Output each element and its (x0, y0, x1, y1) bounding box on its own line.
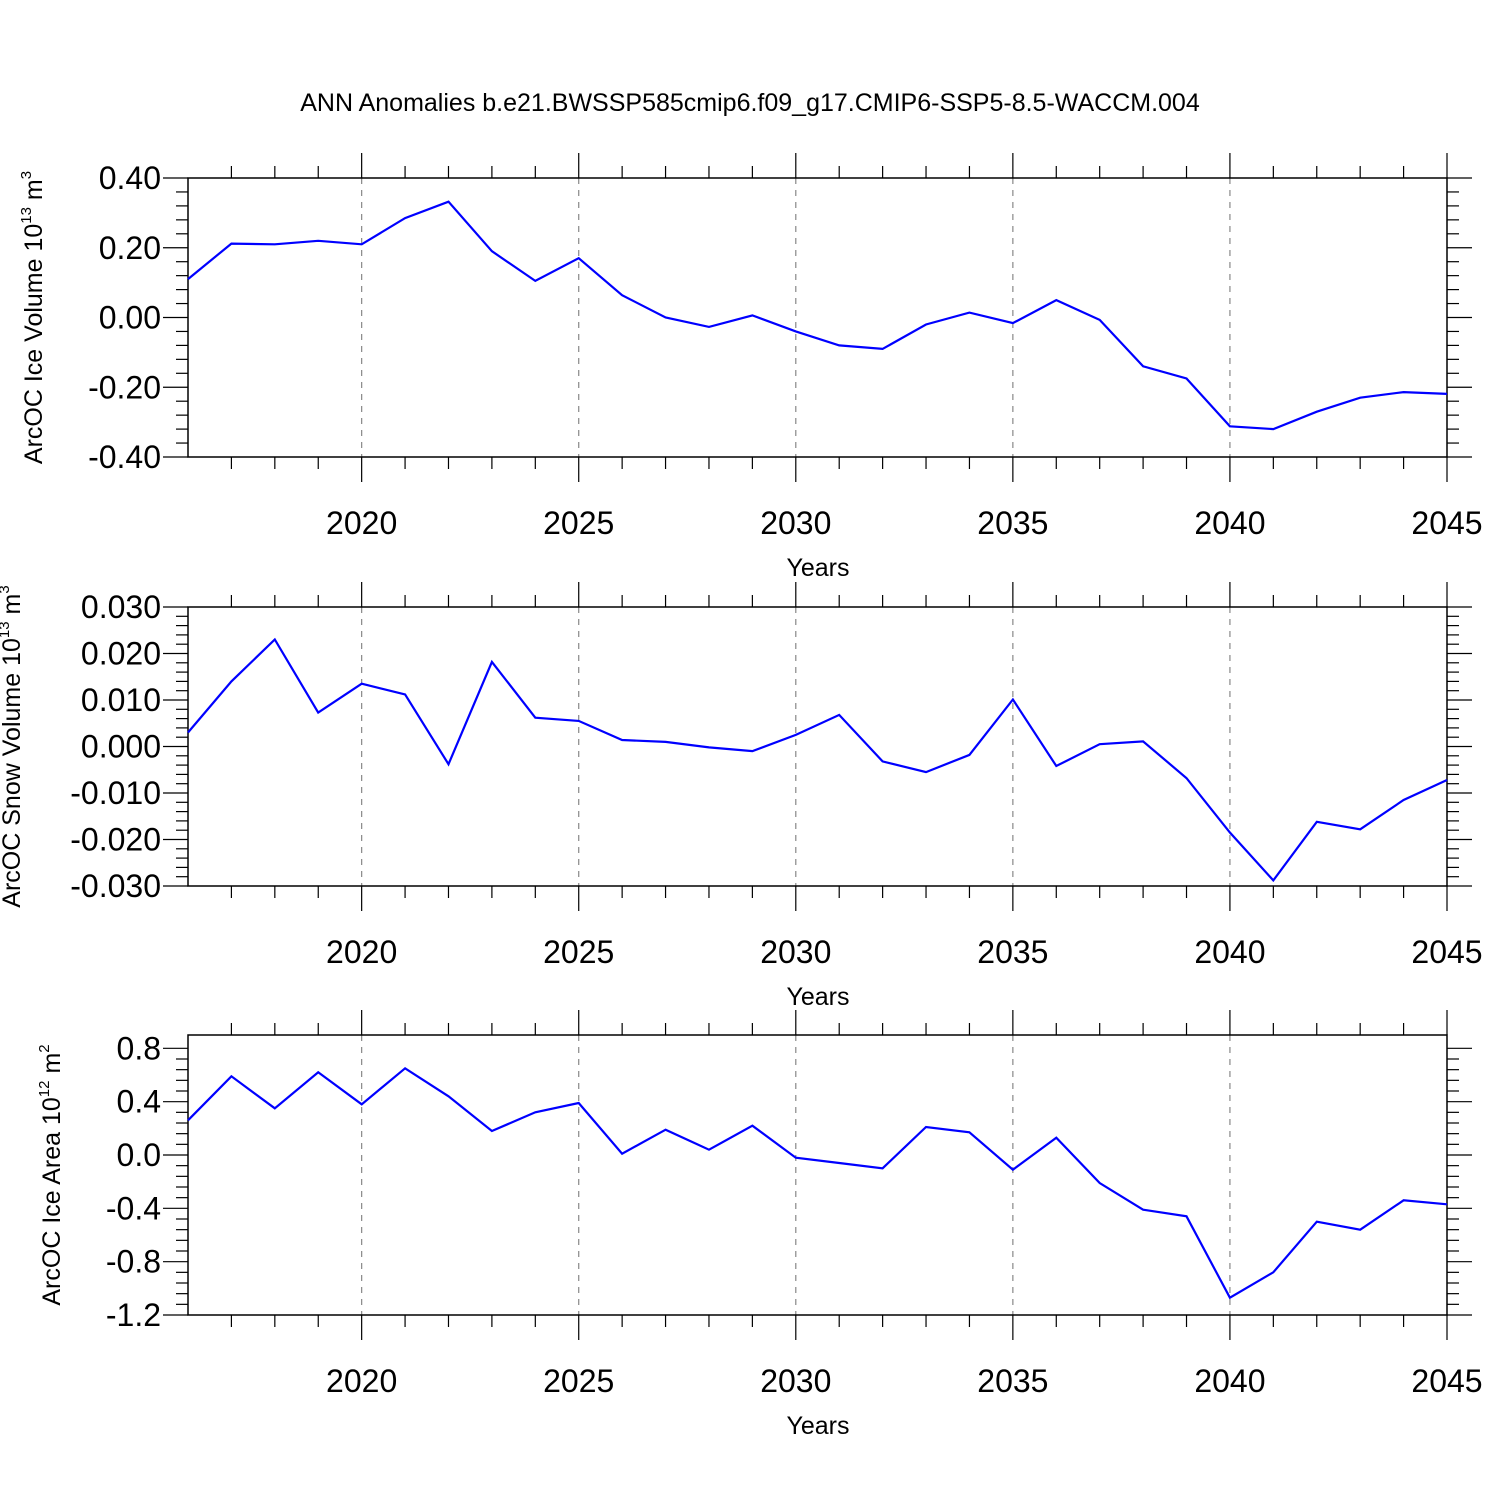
x-tick-label: 2045 (1411, 1363, 1482, 1399)
y-tick-label: 0.010 (81, 682, 161, 718)
y-tick-label: -0.40 (88, 439, 161, 475)
chart-panel-2: 2020 2025 2030 2035 2040 2045 -0.030 -0.020 -0.0… (0, 582, 1483, 1011)
x-tick-label: 2035 (977, 505, 1048, 541)
y-axis-label: ArcOC Ice Area 1012 m2 (36, 1044, 66, 1305)
x-axis-label: Years (786, 554, 849, 582)
x-tick-label: 2040 (1194, 505, 1265, 541)
x-tick-label: 2025 (543, 505, 614, 541)
x-tick-label: 2020 (326, 505, 397, 541)
x-tick-label: 2040 (1194, 934, 1265, 970)
x-tick-label: 2020 (326, 1363, 397, 1399)
y-axis-label: ArcOC Snow Volume 1013 m3 (0, 585, 26, 907)
x-tick-label: 2045 (1411, 934, 1482, 970)
y-axis-label: ArcOC Ice Volume 1013 m3 (18, 171, 48, 464)
y-tick-label: 0.00 (99, 300, 161, 336)
x-tick-label: 2035 (977, 1363, 1048, 1399)
plot-frame (187, 1034, 1448, 1316)
x-tick-label: 2035 (977, 934, 1048, 970)
x-tick-label: 2030 (760, 934, 831, 970)
x-tick-label: 2020 (326, 934, 397, 970)
x-tick-label: 2030 (760, 1363, 831, 1399)
y-tick-label: -0.8 (106, 1244, 161, 1280)
series-line (187, 200, 1448, 431)
plot-frame (187, 606, 1448, 887)
y-tick-label: 0.000 (81, 729, 161, 765)
series-line (187, 637, 1448, 883)
x-tick-label: 2025 (543, 934, 614, 970)
y-tick-label: -0.20 (88, 369, 161, 405)
y-tick-label: 0.0 (117, 1137, 161, 1173)
y-tick-label: 0.40 (99, 160, 161, 196)
y-tick-label: 0.20 (99, 230, 161, 266)
y-tick-label: 0.4 (117, 1084, 161, 1120)
y-tick-label: -0.020 (70, 822, 161, 858)
x-tick-label: 2030 (760, 505, 831, 541)
y-tick-label: 0.020 (81, 636, 161, 672)
chart-panel-3: 2020 2025 2030 2035 2040 2045 -1.2 -0.8 -0.4 0.0 0… (36, 1010, 1483, 1440)
x-tick-label: 2025 (543, 1363, 614, 1399)
x-tick-label: 2040 (1194, 1363, 1265, 1399)
y-tick-label: -0.010 (70, 775, 161, 811)
plot-frame (187, 177, 1448, 458)
y-tick-label: -0.030 (70, 868, 161, 904)
x-axis-label: Years (786, 983, 849, 1011)
x-tick-label: 2045 (1411, 505, 1482, 541)
series-line (187, 1066, 1448, 1300)
y-tick-label: -0.4 (106, 1190, 161, 1226)
y-tick-label: 0.8 (117, 1030, 161, 1066)
y-tick-label: -1.2 (106, 1297, 161, 1333)
y-tick-label: 0.030 (81, 589, 161, 625)
chart-panel-1: 2020 2025 2030 2035 2040 2045 -0.40 -0.20 0.00 0.… (18, 153, 1483, 582)
figure-title: ANN Anomalies b.e21.BWSSP585cmip6.f09_g1… (300, 89, 1200, 117)
x-axis-label: Years (786, 1412, 849, 1440)
